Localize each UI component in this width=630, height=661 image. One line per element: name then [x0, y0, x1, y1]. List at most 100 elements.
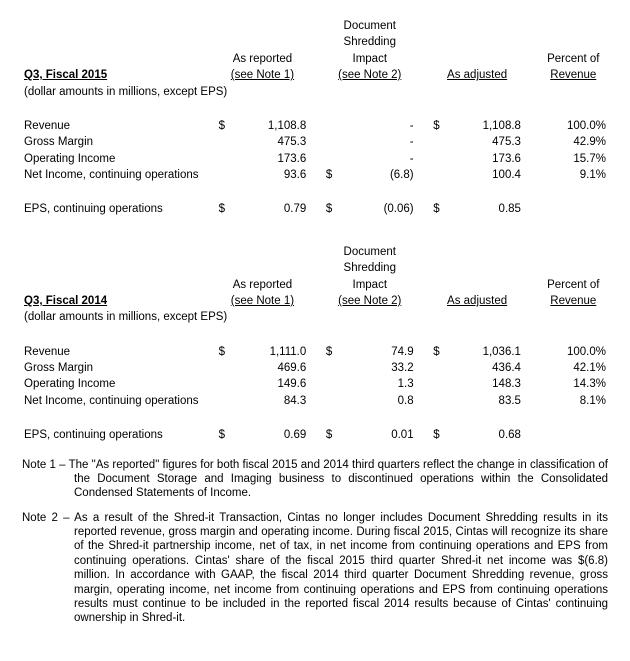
- val: 1,036.1: [449, 344, 523, 360]
- row-label: EPS, continuing operations: [22, 201, 217, 217]
- gap: [416, 393, 432, 409]
- val: 0.85: [449, 201, 523, 217]
- data-row: Net Income, continuing operations84.30.8…: [22, 393, 608, 409]
- cur: [324, 134, 342, 150]
- hdr-shred-l1: Document: [324, 18, 416, 34]
- cur: $: [217, 118, 235, 134]
- hdr-pct-l2: Revenue: [539, 293, 608, 309]
- gap: [523, 201, 539, 217]
- val: 1,108.8: [449, 118, 523, 134]
- hdr-asrep: As reported: [217, 51, 309, 67]
- gap: [308, 376, 324, 392]
- gap: [308, 393, 324, 409]
- data-row: Operating Income149.61.3148.314.3%: [22, 376, 608, 392]
- val: 93.6: [234, 167, 308, 183]
- cur: $: [324, 427, 342, 443]
- cur: [431, 167, 449, 183]
- val: -: [342, 118, 416, 134]
- cur: [324, 118, 342, 134]
- gap: [416, 427, 432, 443]
- cur: $: [217, 427, 235, 443]
- eps-row: EPS, continuing operations$0.69$0.01$0.6…: [22, 427, 608, 443]
- gap: [308, 151, 324, 167]
- cur: $: [431, 427, 449, 443]
- val: 100.4: [449, 167, 523, 183]
- gap: [523, 344, 539, 360]
- val: 0.79: [234, 201, 308, 217]
- cur: $: [324, 167, 342, 183]
- row-label: Net Income, continuing operations: [22, 393, 217, 409]
- hdr-shred-l2: Shredding: [324, 260, 416, 276]
- data-row: Net Income, continuing operations93.6$(6…: [22, 167, 608, 183]
- hdr-asadj: As adjusted: [431, 293, 523, 309]
- val: 469.6: [234, 360, 308, 376]
- cur: $: [217, 344, 235, 360]
- hdr-shred-note: (see Note 2): [324, 293, 416, 309]
- hdr-asadj: As adjusted: [431, 67, 523, 83]
- pct: 42.1%: [539, 360, 608, 376]
- val: 436.4: [449, 360, 523, 376]
- hdr-asrep-note: (see Note 1): [217, 67, 309, 83]
- cur: [324, 360, 342, 376]
- cur: [217, 151, 235, 167]
- blank: [22, 277, 217, 293]
- pct: 14.3%: [539, 376, 608, 392]
- financial-tables: DocumentShreddingAs reportedImpactPercen…: [22, 18, 608, 444]
- blank: [22, 51, 217, 67]
- pct: [539, 201, 608, 217]
- gap: [416, 360, 432, 376]
- cur: [217, 360, 235, 376]
- gap: [308, 360, 324, 376]
- table-0: DocumentShreddingAs reportedImpactPercen…: [22, 18, 608, 218]
- val: 1,108.8: [234, 118, 308, 134]
- section-title: Q3, Fiscal 2015: [22, 67, 217, 83]
- hdr-shred-l3: Impact: [324, 277, 416, 293]
- row-label: Revenue: [22, 118, 217, 134]
- gap: [416, 201, 432, 217]
- row-label: Gross Margin: [22, 360, 217, 376]
- gap: [308, 201, 324, 217]
- gap: [416, 376, 432, 392]
- row-label: Gross Margin: [22, 134, 217, 150]
- cur: [217, 376, 235, 392]
- cur: [324, 376, 342, 392]
- gap: [523, 376, 539, 392]
- gap: [523, 393, 539, 409]
- val: -: [342, 134, 416, 150]
- data-row: Operating Income173.6-173.615.7%: [22, 151, 608, 167]
- val: 0.69: [234, 427, 308, 443]
- gap: [523, 167, 539, 183]
- row-label: Operating Income: [22, 151, 217, 167]
- gap: [523, 427, 539, 443]
- cur: [217, 393, 235, 409]
- cur: [324, 393, 342, 409]
- gap: [523, 134, 539, 150]
- cur: [217, 134, 235, 150]
- val: 83.5: [449, 393, 523, 409]
- blank: [22, 244, 217, 260]
- hdr-shred-note: (see Note 2): [324, 67, 416, 83]
- cur: [217, 167, 235, 183]
- eps-row: EPS, continuing operations$0.79$(0.06)$0…: [22, 201, 608, 217]
- val: 33.2: [342, 360, 416, 376]
- val: -: [342, 151, 416, 167]
- val: 1.3: [342, 376, 416, 392]
- hdr-shred-l3: Impact: [324, 51, 416, 67]
- val: 0.68: [449, 427, 523, 443]
- cur: [431, 376, 449, 392]
- pct: 100.0%: [539, 118, 608, 134]
- blank: [22, 34, 217, 50]
- pct: 8.1%: [539, 393, 608, 409]
- cur: [324, 151, 342, 167]
- cur: $: [217, 201, 235, 217]
- val: 173.6: [234, 151, 308, 167]
- gap: [308, 427, 324, 443]
- note-2: Note 2 – As a result of the Shred-it Tra…: [22, 511, 608, 626]
- section-subnote: (dollar amounts in millions, except EPS): [22, 84, 608, 100]
- gap: [416, 344, 432, 360]
- row-label: Revenue: [22, 344, 217, 360]
- hdr-asrep: As reported: [217, 277, 309, 293]
- section-subnote: (dollar amounts in millions, except EPS): [22, 309, 608, 325]
- gap: [523, 118, 539, 134]
- val: 1,111.0: [234, 344, 308, 360]
